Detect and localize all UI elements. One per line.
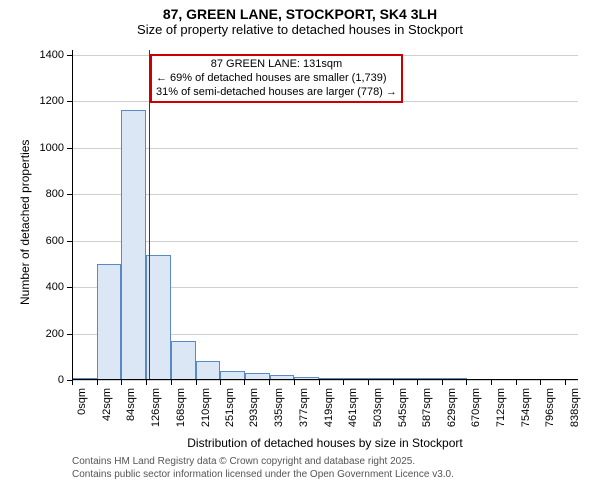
annotation-line: 31% of semi-detached houses are larger (… [156,86,397,100]
x-tick [196,380,197,385]
histogram-bar [121,110,146,380]
footer-line-1: Contains HM Land Registry data © Crown c… [72,456,415,467]
x-tick-label: 126sqm [150,388,162,436]
grid-line-h [72,194,578,195]
x-tick [97,380,98,385]
x-tick-label: 461sqm [347,388,359,436]
grid-line-h [72,241,578,242]
x-tick [442,380,443,385]
y-tick-label: 1400 [40,49,64,61]
x-tick [466,380,467,385]
grid-line-h [72,380,578,381]
x-tick [343,380,344,385]
x-tick [565,380,566,385]
x-axis-title: Distribution of detached houses by size … [72,436,578,450]
annotation-line: ← 69% of detached houses are smaller (1,… [156,72,397,86]
x-tick [417,380,418,385]
chart-container: 87, GREEN LANE, STOCKPORT, SK4 3LH Size … [0,0,600,500]
x-tick-label: 377sqm [298,388,310,436]
y-tick-label: 800 [46,188,64,200]
chart-title-2: Size of property relative to detached ho… [0,22,600,37]
y-tick-label: 0 [58,374,64,386]
grid-line-h [72,148,578,149]
histogram-bar [171,341,196,381]
x-tick-label: 670sqm [470,388,482,436]
x-tick [146,380,147,385]
x-tick-label: 293sqm [248,388,260,436]
y-axis-title: Number of detached properties [18,140,32,305]
x-tick [294,380,295,385]
x-tick-label: 754sqm [520,388,532,436]
x-tick [72,380,73,385]
x-tick-label: 0sqm [76,388,88,436]
x-tick-label: 629sqm [446,388,458,436]
x-tick-label: 545sqm [397,388,409,436]
y-tick-label: 1000 [40,142,64,154]
axis-line [72,50,73,380]
x-tick [540,380,541,385]
x-tick [393,380,394,385]
y-tick-label: 600 [46,235,64,247]
x-tick-label: 419sqm [323,388,335,436]
x-tick-label: 210sqm [200,388,212,436]
x-tick-label: 42sqm [101,388,113,436]
histogram-bar [196,361,221,380]
histogram-bar [97,264,122,380]
x-tick [368,380,369,385]
x-tick-label: 503sqm [372,388,384,436]
x-tick [171,380,172,385]
x-tick [121,380,122,385]
x-tick-label: 838sqm [569,388,581,436]
y-tick-label: 400 [46,281,64,293]
x-tick [491,380,492,385]
footer-line-2: Contains public sector information licen… [72,469,454,480]
annotation-box: 87 GREEN LANE: 131sqm← 69% of detached h… [150,54,403,103]
x-tick [269,380,270,385]
x-tick-label: 251sqm [224,388,236,436]
x-tick-label: 587sqm [421,388,433,436]
axis-line [72,379,578,380]
chart-title-1: 87, GREEN LANE, STOCKPORT, SK4 3LH [0,0,600,22]
x-tick-label: 168sqm [175,388,187,436]
x-tick [220,380,221,385]
x-tick [319,380,320,385]
x-tick [244,380,245,385]
x-tick-label: 712sqm [495,388,507,436]
y-tick-label: 200 [46,328,64,340]
y-tick-label: 1200 [40,95,64,107]
x-tick-label: 796sqm [544,388,556,436]
x-tick [516,380,517,385]
annotation-line: 87 GREEN LANE: 131sqm [156,58,397,72]
x-tick-label: 335sqm [273,388,285,436]
x-tick-label: 84sqm [125,388,137,436]
